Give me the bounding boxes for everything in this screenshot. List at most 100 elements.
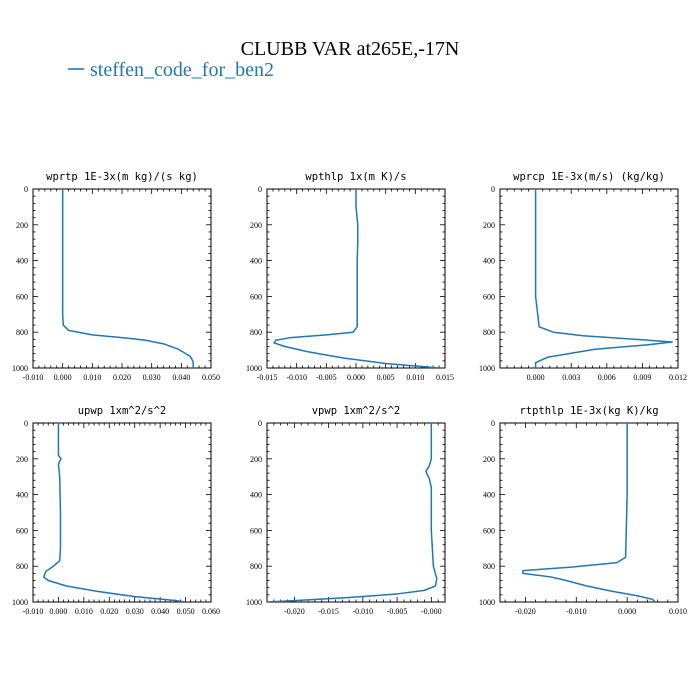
panel-title: wpthlp 1x(m K)/s [305, 171, 406, 183]
y-tick-label: 1000 [12, 598, 28, 607]
y-tick-label: 600 [483, 292, 495, 301]
y-tick-label: 200 [250, 221, 262, 230]
panel-title: upwp 1xm^2/s^2 [78, 405, 167, 417]
y-tick-label: 1000 [479, 364, 495, 373]
x-tick-label: -0.010 [286, 373, 307, 382]
y-tick-label: 1000 [246, 364, 262, 373]
series-line [61, 189, 194, 368]
panel-3: wprcp 1E-3x(m/s) (kg/kg) 0 200 400 600 800 100… [479, 171, 687, 382]
y-tick-label: 0 [258, 419, 262, 428]
series-line [273, 189, 440, 368]
y-tick-label: 800 [250, 328, 262, 337]
y-tick-label: 600 [16, 526, 28, 535]
y-tick-label: 400 [483, 491, 495, 500]
y-tick-label: 600 [483, 526, 495, 535]
x-tick-label: 0.020 [100, 607, 118, 616]
x-tick-label: 0.050 [202, 373, 220, 382]
series-line [267, 423, 438, 602]
y-tick-label: 200 [250, 455, 262, 464]
plot-frame [32, 188, 212, 369]
figure-title: CLUBB VAR at265E,-17N [241, 38, 460, 60]
panel-title: vpwp 1xm^2/s^2 [312, 405, 401, 417]
series-line [42, 423, 186, 602]
x-tick-label: 0.000 [347, 373, 365, 382]
x-tick-label: 0.010 [75, 607, 93, 616]
y-tick-label: 800 [16, 328, 28, 337]
plot-frame [266, 422, 446, 603]
x-tick-label: 0.010 [669, 607, 687, 616]
panel-title: wprcp 1E-3x(m/s) (kg/kg) [513, 171, 665, 183]
x-tick-label: 0.040 [172, 373, 190, 382]
x-tick-label: 0.060 [202, 607, 220, 616]
x-tick-label: 0.005 [377, 373, 395, 382]
y-tick-label: 400 [483, 257, 495, 266]
series-line [522, 423, 656, 602]
x-tick-label: 0.012 [669, 373, 687, 382]
x-tick-label: -0.005 [387, 607, 408, 616]
panels-grid: wprtp 1E-3x(m kg)/(s kg) 0 200 400 600 800 100… [12, 171, 687, 616]
y-tick-label: 800 [16, 562, 28, 571]
plot-frame [266, 188, 446, 369]
x-tick-label: -0.000 [421, 607, 442, 616]
legend-label: steffen_code_for_ben2 [90, 59, 274, 81]
y-tick-label: 200 [16, 455, 28, 464]
y-tick-label: 600 [16, 292, 28, 301]
x-tick-label: 0.006 [598, 373, 616, 382]
panel-title: wprtp 1E-3x(m kg)/(s kg) [46, 171, 198, 183]
y-tick-label: 0 [491, 185, 495, 194]
y-tick-label: 400 [16, 257, 28, 266]
x-tick-label: -0.020 [284, 607, 305, 616]
y-tick-label: 800 [250, 562, 262, 571]
x-tick-label: -0.010 [566, 607, 587, 616]
y-tick-label: 400 [16, 491, 28, 500]
y-tick-label: 200 [483, 455, 495, 464]
x-tick-label: 0.030 [126, 607, 144, 616]
x-tick-label: 0.010 [83, 373, 101, 382]
x-tick-label: 0.000 [618, 607, 636, 616]
x-tick-label: 0.009 [633, 373, 651, 382]
y-tick-label: 800 [483, 328, 495, 337]
y-tick-label: 600 [250, 526, 262, 535]
y-tick-label: 400 [250, 257, 262, 266]
x-tick-label: 0.030 [143, 373, 161, 382]
panel-title: rtpthlp 1E-3x(kg K)/kg [519, 405, 658, 417]
y-tick-label: 0 [24, 419, 28, 428]
plot-frame [32, 422, 212, 603]
y-tick-label: 1000 [479, 598, 495, 607]
x-tick-label: -0.010 [23, 607, 44, 616]
panel-5: vpwp 1xm^2/s^2 0 200 400 600 800 1000 -0.020 -0.… [246, 405, 446, 616]
x-tick-label: 0.015 [436, 373, 454, 382]
x-tick-label: 0.010 [406, 373, 424, 382]
y-tick-label: 0 [258, 185, 262, 194]
x-tick-label: 0.000 [54, 373, 72, 382]
x-tick-label: 0.050 [177, 607, 195, 616]
x-tick-label: 0.020 [113, 373, 131, 382]
x-tick-label: -0.015 [318, 607, 339, 616]
x-tick-label: -0.020 [515, 607, 536, 616]
y-tick-label: 200 [483, 221, 495, 230]
plot-frame [499, 422, 679, 603]
panel-1: wprtp 1E-3x(m kg)/(s kg) 0 200 400 600 800 100… [12, 171, 220, 382]
y-tick-label: 400 [250, 491, 262, 500]
y-tick-label: 200 [16, 221, 28, 230]
panel-4: upwp 1xm^2/s^2 0 200 400 600 800 1000-0.010 0.0… [12, 405, 220, 616]
x-tick-label: -0.005 [316, 373, 337, 382]
y-tick-label: 800 [483, 562, 495, 571]
y-tick-label: 1000 [246, 598, 262, 607]
x-tick-label: -0.010 [353, 607, 374, 616]
y-tick-label: 0 [491, 419, 495, 428]
x-tick-label: 0.040 [151, 607, 169, 616]
y-tick-label: 1000 [12, 364, 28, 373]
x-tick-label: 0.000 [527, 373, 545, 382]
panel-2: wpthlp 1x(m K)/s02004006008001000-0.015-… [246, 171, 454, 382]
x-tick-label: 0.003 [562, 373, 580, 382]
x-tick-label: 0.000 [49, 607, 67, 616]
y-tick-label: 600 [250, 292, 262, 301]
series-line [534, 189, 673, 368]
x-tick-label: -0.015 [257, 373, 278, 382]
x-tick-label: -0.010 [23, 373, 44, 382]
y-tick-label: 0 [24, 185, 28, 194]
panel-6: rtpthlp 1E-3x(kg K)/kg 0 200 400 600 800 1000 -… [479, 405, 687, 616]
plot-frame [499, 188, 679, 369]
